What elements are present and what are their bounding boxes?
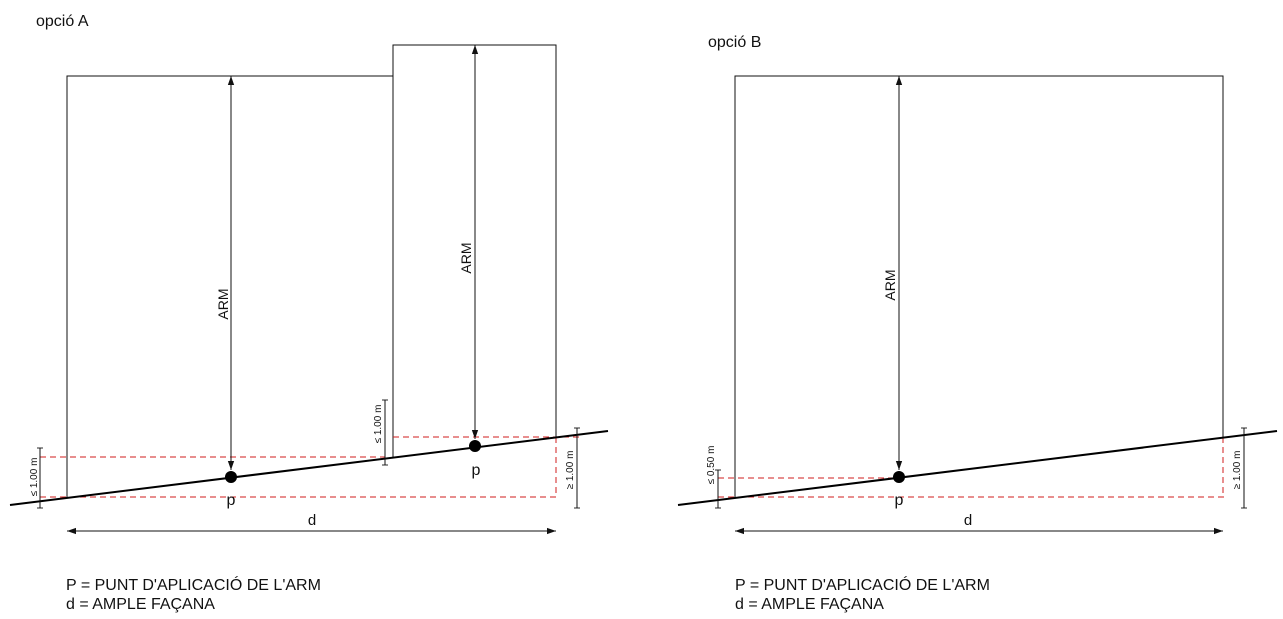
option-a-dim-left: ≤ 1.00 m (29, 458, 40, 497)
option-a-application-point-2 (469, 440, 481, 452)
option-a-ground-line (9, 430, 609, 506)
option-a-reference-lines (40, 436, 580, 498)
option-a-dim-right: ≥ 1.00 m (565, 451, 576, 490)
option-a-building-outline (66, 44, 557, 497)
option-a-dim-middle: ≤ 1.00 m (373, 405, 384, 444)
option-a-arm-label-1: ARM (215, 288, 231, 319)
option-a-application-point-1 (225, 471, 237, 483)
option-b-width-label: d (964, 512, 972, 529)
option-b-legend-p: P = PUNT D'APLICACIÓ DE L'ARM (735, 575, 990, 594)
option-a-arm-label-2: ARM (458, 242, 474, 273)
option-b-building-outline (734, 75, 1224, 497)
option-a-title: opció A (36, 13, 89, 30)
option-b-point-label: p (895, 492, 904, 509)
option-b-title: opció B (708, 34, 761, 51)
option-b-dim-right: ≥ 1.00 m (1232, 451, 1243, 490)
option-b-reference-lines (718, 437, 1225, 498)
option-b-legend-d: d = AMPLE FAÇANA (735, 596, 884, 613)
option-a-panel: opció A ARM ARM p p ≤ 1.00 m ≤ 1.00 m ≥ … (9, 13, 609, 613)
option-a-point-label-2: p (472, 462, 481, 479)
option-b-arm-label: ARM (882, 269, 898, 300)
option-b-panel: opció B ARM p ≤ 0.50 m ≥ 1.00 m d P = PU… (677, 34, 1278, 613)
option-a-legend-p: P = PUNT D'APLICACIÓ DE L'ARM (66, 575, 321, 594)
option-b-ground-line (677, 430, 1278, 506)
option-a-width-label: d (308, 512, 316, 529)
option-a-point-label-1: p (227, 492, 236, 509)
option-b-dim-left: ≤ 0.50 m (706, 446, 717, 485)
option-a-legend-d: d = AMPLE FAÇANA (66, 596, 215, 613)
option-b-application-point (893, 471, 905, 483)
